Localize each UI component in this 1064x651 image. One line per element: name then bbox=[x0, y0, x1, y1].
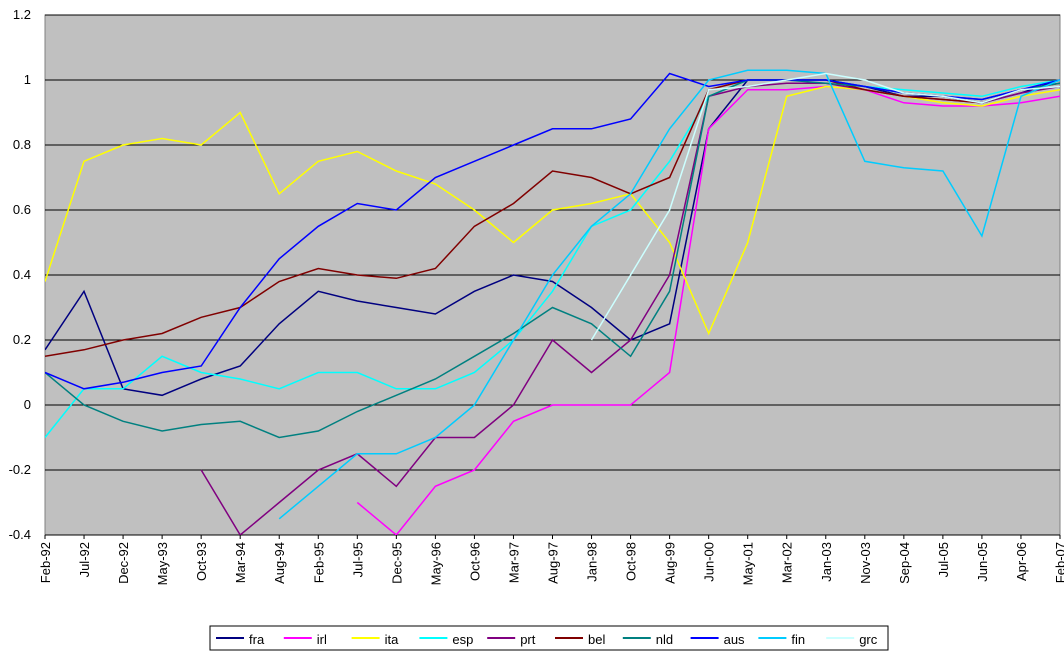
x-tick-label: Jan-03 bbox=[819, 542, 834, 582]
x-tick-label: Dec-95 bbox=[389, 542, 404, 584]
series-line bbox=[356, 85, 1060, 535]
y-tick-label: 0.6 bbox=[13, 202, 31, 217]
x-tick-label: Feb-92 bbox=[38, 542, 53, 583]
y-tick-label: -0.2 bbox=[9, 462, 31, 477]
legend-label: esp bbox=[452, 632, 473, 647]
legend-label: fra bbox=[249, 632, 265, 647]
legend-label: prt bbox=[520, 632, 536, 647]
legend-label: aus bbox=[724, 632, 745, 647]
legend-label: ita bbox=[385, 632, 400, 647]
x-tick-label: May-96 bbox=[428, 542, 443, 585]
legend-label: fin bbox=[791, 632, 805, 647]
y-tick-label: 1.2 bbox=[13, 7, 31, 22]
legend-label: irl bbox=[317, 632, 327, 647]
x-tick-label: Mar-02 bbox=[780, 542, 795, 583]
x-tick-label: Sep-04 bbox=[897, 542, 912, 584]
x-tick-label: Oct-93 bbox=[194, 542, 209, 581]
legend-label: grc bbox=[859, 632, 878, 647]
legend-label: bel bbox=[588, 632, 605, 647]
x-tick-label: Aug-97 bbox=[546, 542, 561, 584]
y-tick-label: 0.2 bbox=[13, 332, 31, 347]
x-tick-label: Aug-99 bbox=[663, 542, 678, 584]
series-line bbox=[45, 72, 1060, 390]
y-tick-label: 0 bbox=[24, 397, 31, 412]
x-tick-label: Jan-98 bbox=[585, 542, 600, 582]
x-tick-label: Jun-05 bbox=[975, 542, 990, 582]
series-line bbox=[45, 79, 1060, 358]
x-tick-label: Oct-98 bbox=[624, 542, 639, 581]
x-tick-label: Oct-96 bbox=[467, 542, 482, 581]
x-tick-label: May-01 bbox=[741, 542, 756, 585]
series-line bbox=[278, 69, 1060, 520]
x-tick-label: Aug-94 bbox=[272, 542, 287, 584]
y-tick-label: -0.4 bbox=[9, 527, 31, 542]
x-tick-label: May-93 bbox=[155, 542, 170, 585]
y-tick-label: 1 bbox=[24, 72, 31, 87]
x-tick-label: Dec-92 bbox=[116, 542, 131, 584]
legend-label: nld bbox=[656, 632, 673, 647]
x-tick-label: Feb-95 bbox=[311, 542, 326, 583]
x-tick-label: Jul-05 bbox=[936, 542, 951, 577]
y-tick-label: 0.4 bbox=[13, 267, 31, 282]
series-line bbox=[590, 72, 1060, 341]
x-tick-label: Jun-00 bbox=[702, 542, 717, 582]
y-tick-label: 0.8 bbox=[13, 137, 31, 152]
x-tick-label: Feb-07 bbox=[1053, 542, 1064, 583]
x-tick-label: Nov-03 bbox=[858, 542, 873, 584]
x-tick-label: Mar-94 bbox=[233, 542, 248, 583]
x-tick-label: Apr-06 bbox=[1014, 542, 1029, 581]
x-tick-label: Jul-92 bbox=[77, 542, 92, 577]
x-tick-label: Jul-95 bbox=[350, 542, 365, 577]
x-tick-label: Mar-97 bbox=[506, 542, 521, 583]
